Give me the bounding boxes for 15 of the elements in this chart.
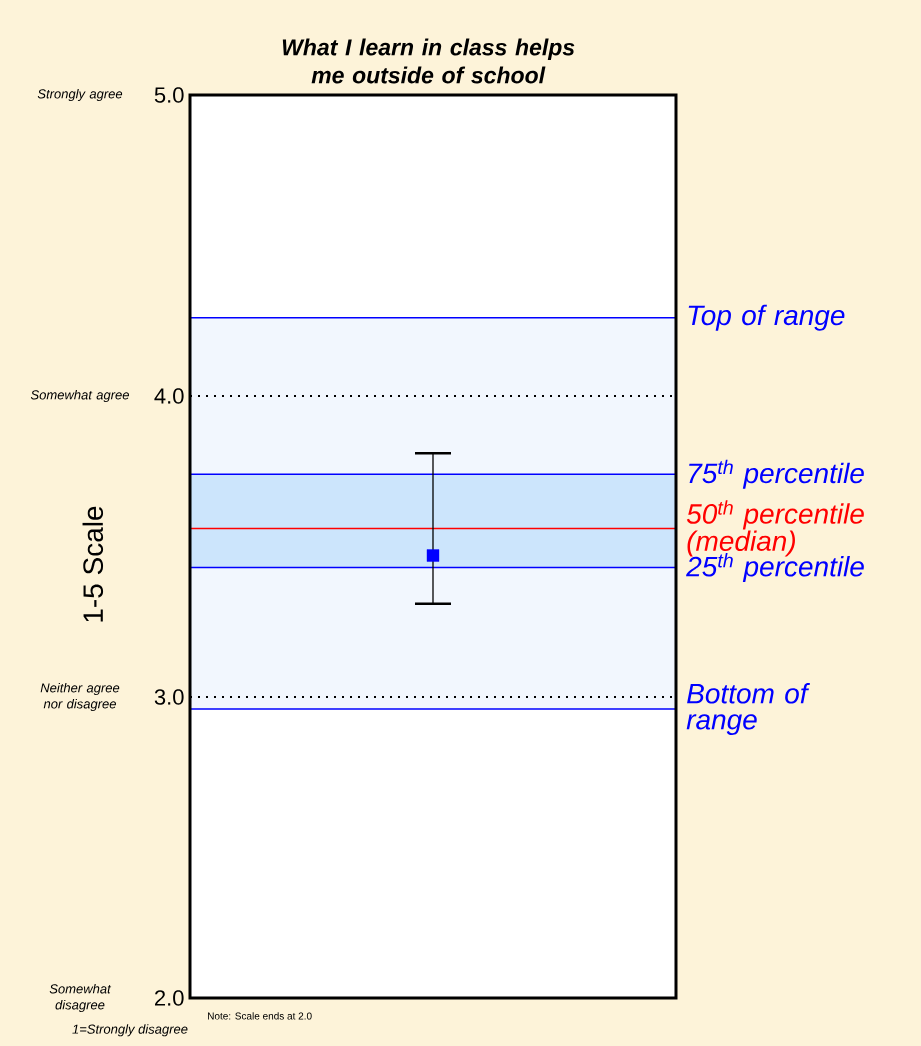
ref-line-label: 75$^{th}$ percentile xyxy=(689,459,864,489)
text: Neither agree nor disagree xyxy=(40,682,120,712)
text: Strongly agree xyxy=(37,88,123,102)
ref-line-label: Top of range xyxy=(688,304,845,331)
text: Somewhat agree xyxy=(30,389,129,403)
text: Somewhat disagree xyxy=(49,983,112,1013)
y-tick-label: 4.0 xyxy=(154,388,184,404)
text: Note: Scale ends at 2.0 xyxy=(208,1012,312,1020)
y-axis-title: 1-5 Scale xyxy=(82,506,104,622)
y-tick-label: 5.0 xyxy=(154,87,184,103)
chart-title: What I learn in class helps me outside of school xyxy=(282,38,575,84)
ref-line-label: Bottom of range xyxy=(686,683,810,736)
text: 1=Strongly disagree xyxy=(72,1024,188,1037)
y-tick-label: 2.0 xyxy=(155,990,184,1006)
y-tick-label: 3.0 xyxy=(154,689,184,705)
